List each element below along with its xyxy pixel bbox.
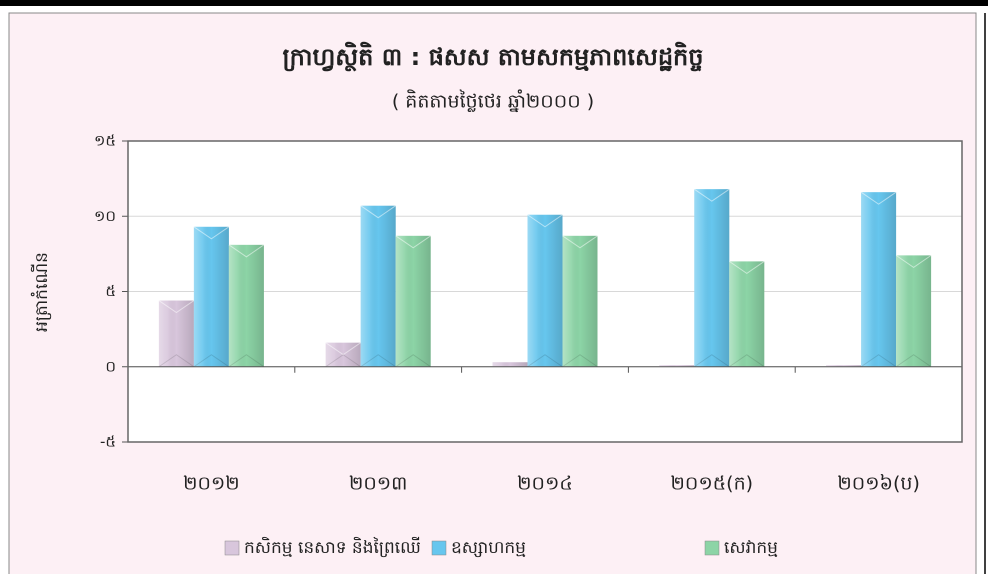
bar-bevel [193, 354, 230, 368]
bar-shade [492, 362, 528, 367]
bar-bevel [395, 354, 431, 368]
y-tick-label: ៥ [105, 282, 116, 300]
legend-swatch [431, 540, 447, 556]
legend-swatch [224, 540, 240, 556]
plot-border [127, 140, 963, 443]
bar [158, 300, 195, 368]
bar [492, 362, 528, 367]
x-tick-label: ២០១៤ [517, 473, 573, 495]
bar-shade [861, 192, 897, 367]
bar [527, 214, 563, 368]
bar-bevel [860, 354, 897, 368]
bar-bevel [228, 244, 265, 258]
bar [694, 188, 730, 368]
bar [325, 342, 361, 368]
bar-bevel [860, 191, 897, 205]
legend-label: ឧស្សាហកម្ម [451, 538, 526, 558]
bar [860, 191, 897, 368]
bar-shade [527, 214, 563, 367]
x-tick-label: ២០១៣ [349, 473, 407, 495]
y-tick-label: ១០ [94, 207, 116, 225]
bar-bevel [158, 300, 195, 314]
bar-bevel [562, 235, 598, 249]
y-tick-label: -៥ [100, 433, 116, 451]
bar-shade [896, 255, 932, 367]
bar-bevel [360, 354, 396, 368]
y-tick-label: ០ [105, 357, 116, 375]
bar-shade [826, 365, 862, 367]
bar [193, 226, 230, 368]
bar-bevel [325, 342, 361, 356]
bar-bevel [694, 354, 730, 368]
bar-shade [395, 235, 431, 367]
x-tick-label: ២០១២ [183, 473, 240, 495]
y-axis-label: អត្រាកំណើន [30, 252, 52, 332]
bar [395, 235, 431, 368]
bar-shade [193, 226, 229, 367]
top-rule [0, 0, 988, 6]
bar-bevel [193, 226, 230, 240]
bar-shade [562, 235, 598, 367]
bar-bevel [729, 260, 765, 275]
bar [360, 205, 396, 368]
bar-bevel [895, 254, 932, 268]
bar-bevel [158, 354, 195, 368]
bar-bevel [325, 354, 361, 368]
x-tick-label: ២០១៦(ប) [837, 473, 920, 495]
bar-shade [694, 189, 730, 367]
chart-title: ក្រាហ្វស្ថិតិ ៣ : ផសស តាមសកម្មភាពសេដ្ឋកិ… [282, 41, 703, 72]
legend-swatch [704, 540, 720, 556]
bar-bevel [895, 354, 932, 368]
legend-label: សេវាកម្ម [724, 538, 778, 558]
bar-shade [360, 205, 396, 367]
bar-bevel [694, 188, 730, 202]
bar-bevel [228, 354, 265, 368]
x-tick-label: ២០១៥(ក) [671, 473, 754, 495]
bar-bevel [360, 205, 396, 219]
bar-shade [729, 261, 765, 367]
bar [729, 260, 765, 368]
chart-subtitle: ( គិតតាមថ្លៃថេរ ឆ្នាំ២០០០ ) [392, 89, 594, 113]
bar [826, 365, 862, 367]
bar-shade [158, 300, 194, 367]
bar [562, 235, 598, 368]
bar-bevel [729, 354, 765, 368]
bar [659, 365, 695, 367]
bar-bevel [395, 235, 431, 249]
legend-label: កសិកម្ម នេសាទ និងព្រៃឈើ [244, 536, 421, 558]
bar-bevel [562, 354, 598, 368]
bar-bevel [527, 214, 563, 228]
bar-bevel [527, 354, 563, 368]
bar-shade [659, 365, 695, 367]
y-tick-label: ១៥ [94, 132, 116, 150]
bar [228, 244, 265, 368]
bar-shade [228, 244, 264, 367]
bar [895, 254, 932, 368]
